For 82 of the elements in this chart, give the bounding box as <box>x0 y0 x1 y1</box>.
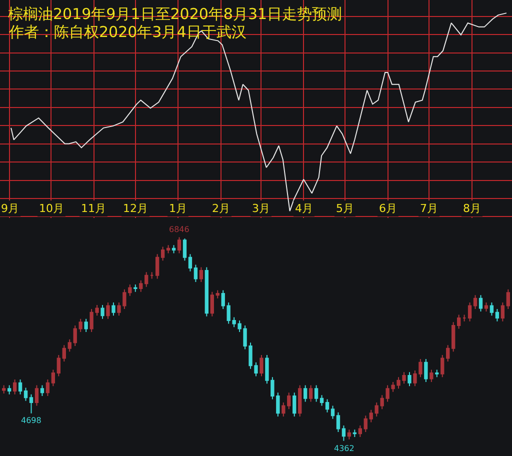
x-tick-label: 12月 <box>123 202 148 215</box>
candlestick <box>139 280 143 292</box>
x-tick-label: 11月 <box>81 202 106 215</box>
candlestick <box>478 294 483 312</box>
candlestick <box>298 384 302 417</box>
candlestick <box>166 244 170 254</box>
candlestick <box>364 415 368 433</box>
x-tick-label: 5月 <box>336 202 354 215</box>
candlestick <box>84 318 88 332</box>
annotation: 6846 <box>169 225 190 234</box>
candlestick <box>484 302 488 312</box>
candlestick <box>155 254 160 280</box>
candlestick <box>347 429 352 440</box>
candlestick <box>369 409 373 423</box>
candlestick <box>134 284 138 292</box>
candlestick <box>260 354 264 377</box>
candlestick <box>500 302 505 322</box>
candlestick <box>424 358 428 383</box>
x-tick-label: 8月 <box>463 202 481 215</box>
candlestick <box>408 372 412 387</box>
candlestick <box>308 384 313 402</box>
candlestick <box>495 308 500 322</box>
candlestick <box>2 384 6 394</box>
candlestick <box>112 302 116 316</box>
candlestick <box>462 314 466 322</box>
candlestick <box>358 424 362 438</box>
x-tick-label: 6月 <box>379 202 397 215</box>
candlestick <box>68 338 72 352</box>
candlestick <box>29 394 34 414</box>
x-tick-label: 7月 <box>420 202 438 215</box>
candlestick <box>144 272 148 288</box>
candlestick <box>330 405 335 420</box>
candlestick <box>34 384 39 406</box>
x-tick-label: 9月 <box>1 202 19 215</box>
candlestick <box>194 264 198 282</box>
x-tick-label: 4月 <box>295 202 313 215</box>
candlestick <box>150 272 154 280</box>
candlestick <box>24 387 28 402</box>
candlestick <box>440 354 444 378</box>
candlestick <box>468 302 472 322</box>
candlestick <box>452 322 456 352</box>
candlestick <box>336 412 340 433</box>
candlestick <box>435 369 439 378</box>
candlestick <box>210 291 214 317</box>
candlestick <box>7 384 12 395</box>
candlestick <box>177 236 182 254</box>
candlestick <box>342 424 346 442</box>
x-tick-label: 2月 <box>212 202 230 215</box>
candlestick <box>100 304 104 320</box>
candlestick <box>172 244 176 254</box>
annotation: 4698 <box>21 416 42 425</box>
candlestick <box>320 394 324 406</box>
candlestick <box>473 294 478 310</box>
candlestick <box>199 266 204 282</box>
candlestick <box>430 369 434 383</box>
candlestick <box>303 384 308 402</box>
candlestick <box>446 344 450 362</box>
candlestick <box>188 254 192 272</box>
candlestick <box>292 392 296 417</box>
candlestick <box>325 398 330 413</box>
candlestick <box>56 354 60 377</box>
x-tick-label: 1月 <box>169 202 187 215</box>
candlestick <box>216 290 220 299</box>
candlestick <box>221 290 225 310</box>
candlestick <box>40 384 44 396</box>
candlestick <box>204 266 209 317</box>
candlestick <box>160 246 165 262</box>
candlestick <box>18 379 22 395</box>
candlestick <box>51 369 56 387</box>
x-tick-label: 3月 <box>252 202 270 215</box>
x-tick-label: 10月 <box>39 202 64 215</box>
candlestick <box>46 379 50 396</box>
candlestick <box>106 302 110 320</box>
candlestick <box>490 302 494 316</box>
annotation: 4362 <box>334 444 354 453</box>
candlestick <box>182 238 187 262</box>
candlestick <box>352 429 357 438</box>
candlestick <box>456 314 461 330</box>
candlestick <box>12 379 17 395</box>
candlestick <box>62 344 66 362</box>
candlestick <box>314 384 318 402</box>
candlestick <box>506 288 510 310</box>
